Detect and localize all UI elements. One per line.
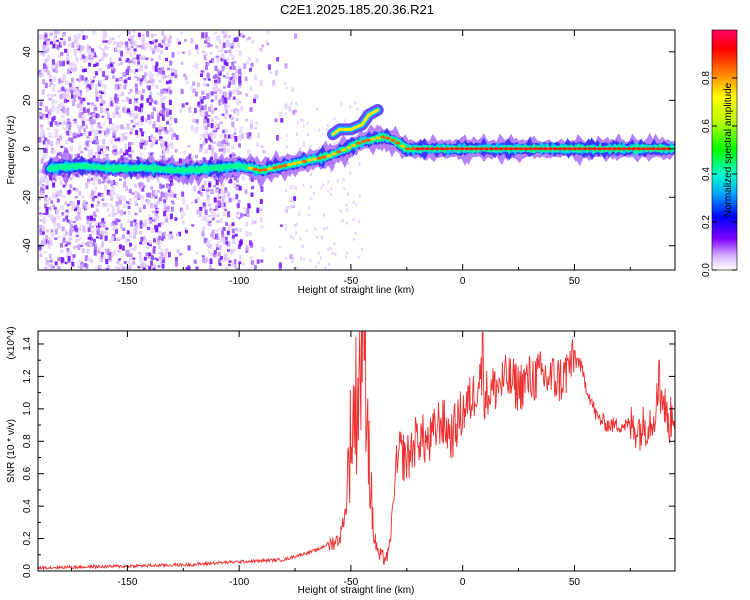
colorbar-ticks: 0.0 0.2 0.4 0.6 0.8 [701,71,737,277]
y-tick-label: 40 [22,46,33,58]
colorbar: 0.0 0.2 0.4 0.6 0.8 Normalized spectral ampl… [701,29,738,277]
snr-trace [38,331,675,571]
y-tick-label: 0.6 [22,466,33,480]
colorbar-tick-label: 0.2 [701,215,712,229]
snr-ylabel: SNR (10 * v/v) [6,419,17,483]
y-tick-label: -40 [22,238,33,253]
x-tick-label: -50 [344,276,359,287]
spectrogram-panel: -150 -100 -50 0 50 -40 -20 0 20 40 Height of stra… [6,29,676,296]
snr-line [38,331,675,571]
x-tick-label: -50 [344,577,359,588]
snr-panel: -150 -100 -50 0 50 0.0 0.2 0.4 0.6 0.8 1.0 1.2 1.4 H… [6,326,676,596]
x-tick-label: 50 [569,276,581,287]
y-tick-label: 0 [22,146,33,152]
colorbar-label: Normalized spectral amplitude [723,82,734,217]
y-tick-label: -20 [22,190,33,205]
colorbar-tick-label: 0.8 [701,71,712,85]
spectrogram-frame [37,29,676,271]
snr-axes: -150 -100 -50 0 50 0.0 0.2 0.4 0.6 0.8 1.0 1.2 1.4 [22,331,675,588]
spectrogram-xlabel: Height of straight line (km) [298,285,415,296]
snr-yunit: (x10^4) [6,326,17,359]
y-tick-label: 1.4 [22,337,33,351]
figure-title: C2E1.2025.185.20.36.R21 [280,2,434,17]
y-tick-label: 20 [22,94,33,106]
snr-frame [37,330,676,572]
spectrogram-image [38,30,675,270]
y-tick-label: 0.0 [22,564,33,578]
y-tick-label: 0.8 [22,434,33,448]
y-tick-label: 0.4 [22,499,33,513]
snr-xlabel: Height of straight line (km) [298,585,415,596]
x-tick-label: 50 [569,577,581,588]
spectrogram-axes: -150 -100 -50 0 50 -40 -20 0 20 40 [22,30,675,287]
colorbar-tick-label: 0.6 [701,119,712,133]
colorbar-tick-label: 0.4 [701,167,712,181]
y-tick-label: 1.2 [22,369,33,383]
upper-branch-layer-2 [331,108,380,136]
x-tick-label: -150 [117,577,137,588]
x-tick-label: -150 [117,276,137,287]
x-tick-label: 0 [460,276,466,287]
y-tick-label: 1.0 [22,401,33,415]
x-tick-label: -100 [229,276,249,287]
x-tick-label: -100 [229,577,249,588]
y-tick-label: 0.2 [22,531,33,545]
spectrogram-ylabel: Frequency (Hz) [6,116,17,185]
colorbar-tick-label: 0.0 [701,263,712,277]
x-tick-label: 0 [460,577,466,588]
colorbar-gradient [711,29,738,271]
